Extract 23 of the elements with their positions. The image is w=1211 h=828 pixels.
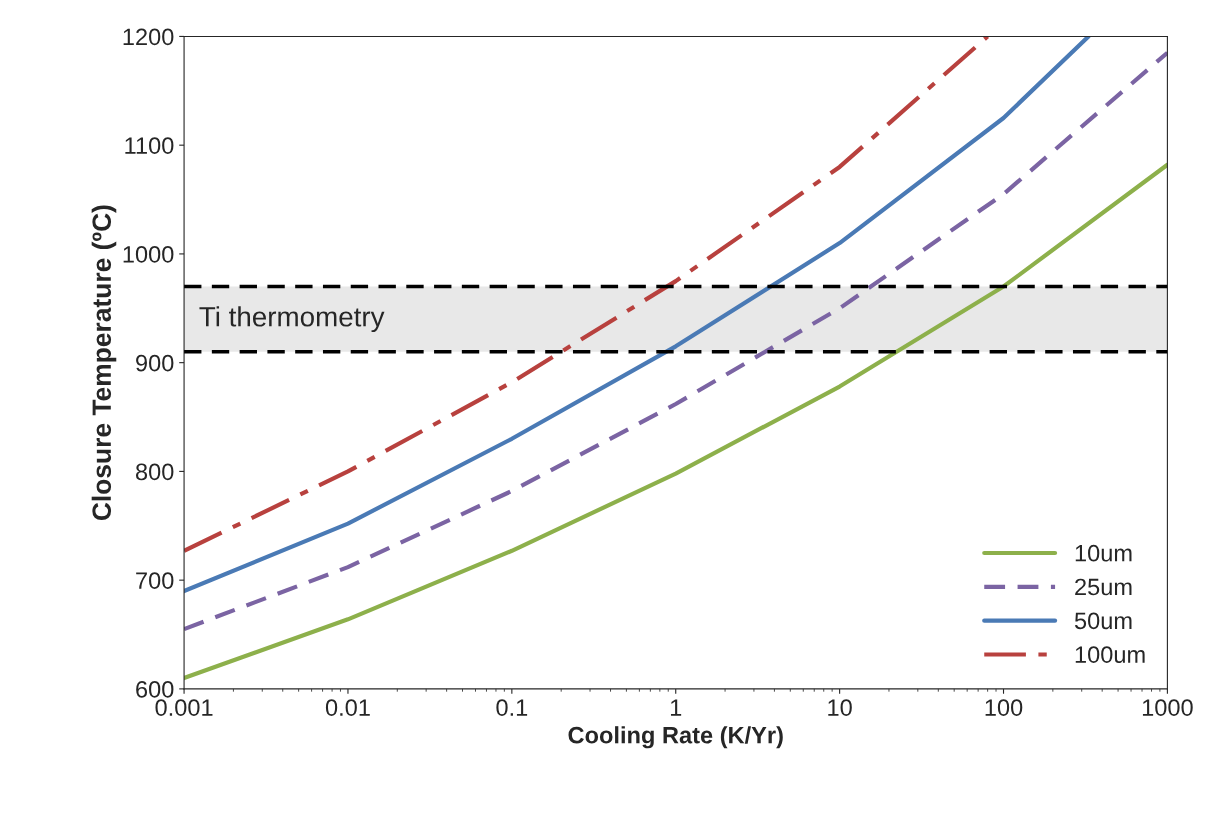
- line-series: [184, 162, 1168, 681]
- band-label: Ti thermometry: [199, 306, 385, 333]
- y-tick-label: 700: [136, 572, 174, 589]
- x-tick-label: 100: [985, 699, 1023, 716]
- x-axis-title: Cooling Rate (K/Yr): [568, 726, 783, 749]
- line-series: [184, 50, 1168, 632]
- y-axis-title: Closure Temperature (ºC): [91, 205, 117, 521]
- legend-label: 10um: [1075, 544, 1132, 562]
- legend-label: 100um: [1075, 646, 1145, 663]
- y-tick-label: 800: [135, 463, 174, 481]
- x-tick-label: 0.01: [325, 699, 370, 716]
- y-tick-label: 900: [136, 354, 174, 372]
- x-tick-label: 0.001: [155, 699, 213, 716]
- y-tick-label: 1000: [123, 245, 174, 263]
- x-tick-label: 1: [670, 699, 682, 716]
- y-tick-label: 600: [136, 680, 174, 698]
- x-tick-label: 0.1: [496, 699, 528, 716]
- y-tick-label: 1100: [125, 137, 174, 154]
- legend-label: 25um: [1075, 578, 1132, 596]
- x-tick-label: 1000: [1142, 699, 1193, 716]
- y-tick-label: 1200: [123, 28, 174, 46]
- x-tick-label: 10: [828, 699, 852, 716]
- legend-label: 50um: [1074, 612, 1132, 630]
